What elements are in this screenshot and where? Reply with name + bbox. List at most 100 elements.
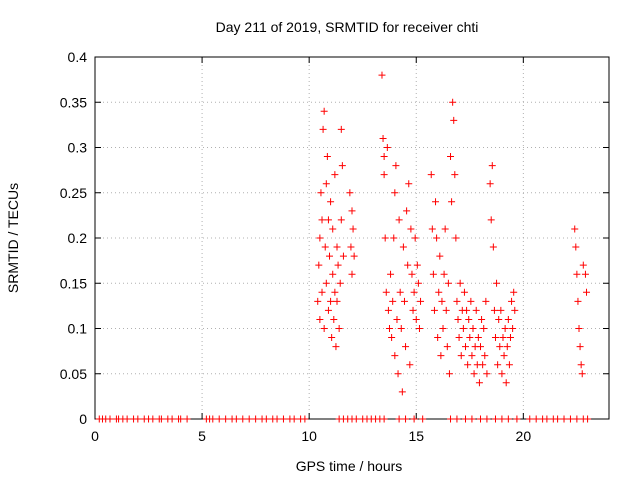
data-point (503, 343, 511, 351)
data-point (389, 297, 397, 305)
data-point (571, 225, 579, 233)
data-point (579, 261, 587, 269)
data-point (314, 297, 322, 305)
data-point (430, 306, 438, 314)
data-point (215, 415, 223, 423)
data-point (321, 243, 329, 251)
data-point (317, 189, 325, 197)
data-point (444, 279, 452, 287)
data-point (433, 234, 441, 242)
data-point (319, 125, 327, 133)
data-point (395, 415, 403, 423)
data-point (448, 198, 456, 206)
data-point (449, 98, 457, 106)
data-point (149, 415, 157, 423)
data-point (106, 415, 114, 423)
data-point (445, 370, 453, 378)
data-point (301, 415, 309, 423)
data-point (439, 325, 447, 332)
data-point (472, 306, 480, 314)
data-point (331, 171, 339, 179)
data-point (335, 325, 343, 332)
data-point (411, 234, 419, 242)
data-point (393, 315, 401, 323)
x-tick-label: 5 (198, 428, 206, 444)
data-point (434, 334, 442, 342)
data-point (453, 297, 461, 305)
data-point (318, 216, 326, 224)
data-point (379, 134, 387, 142)
data-point (486, 180, 494, 188)
data-point (501, 325, 509, 332)
data-point (505, 361, 513, 369)
data-point (432, 198, 440, 206)
y-axis-label: SRMTID / TECUs (5, 183, 21, 293)
data-point (456, 279, 464, 287)
data-point (490, 306, 498, 314)
data-point (323, 153, 331, 161)
data-point (442, 306, 450, 314)
data-point (388, 334, 396, 342)
data-point (573, 270, 581, 278)
data-point (427, 171, 435, 179)
data-point (462, 415, 470, 423)
data-point (498, 415, 506, 423)
data-point (252, 415, 260, 423)
data-point (327, 297, 335, 305)
data-point (168, 415, 176, 423)
data-point (577, 361, 585, 369)
data-point (410, 288, 418, 296)
data-point (495, 315, 503, 323)
y-tick-label: 0.2 (68, 230, 88, 246)
x-tick-label: 20 (516, 428, 532, 444)
x-axis-label: GPS time / hours (296, 458, 403, 474)
data-point (479, 361, 487, 369)
data-point (399, 243, 407, 251)
data-point (320, 107, 328, 115)
data-point (320, 325, 328, 332)
data-point (488, 162, 496, 170)
data-point (331, 288, 339, 296)
data-point (477, 343, 484, 351)
data-point (513, 415, 521, 423)
data-point (483, 415, 491, 423)
data-point (428, 225, 436, 233)
data-point (383, 144, 391, 151)
data-point (329, 225, 337, 233)
data-point (380, 153, 388, 161)
data-point (346, 189, 354, 197)
data-point (402, 343, 410, 351)
data-point (339, 252, 347, 260)
data-point (396, 288, 404, 296)
data-point (576, 343, 584, 351)
data-point (566, 415, 574, 423)
data-points (95, 71, 592, 423)
data-point (510, 288, 518, 296)
data-point (410, 415, 418, 423)
data-point (404, 261, 412, 269)
data-point (465, 315, 473, 323)
data-point (454, 315, 462, 323)
data-point (543, 415, 551, 423)
data-point (462, 343, 470, 351)
data-point (436, 252, 444, 260)
data-point (447, 415, 455, 423)
data-point (474, 334, 482, 342)
data-point (322, 279, 330, 287)
data-point (232, 415, 240, 423)
y-tick-label: 0.35 (60, 94, 87, 110)
data-point (491, 334, 499, 342)
data-point (349, 225, 357, 233)
chart-title: Day 211 of 2019, SRMTID for receiver cht… (216, 19, 479, 35)
data-point (394, 370, 402, 378)
data-point (452, 234, 460, 242)
data-point (460, 288, 468, 296)
data-point (409, 306, 417, 314)
data-point (499, 334, 507, 342)
data-point (475, 379, 483, 387)
data-point (157, 415, 165, 423)
data-point (395, 216, 403, 224)
data-point (417, 297, 425, 305)
data-point (338, 162, 346, 170)
